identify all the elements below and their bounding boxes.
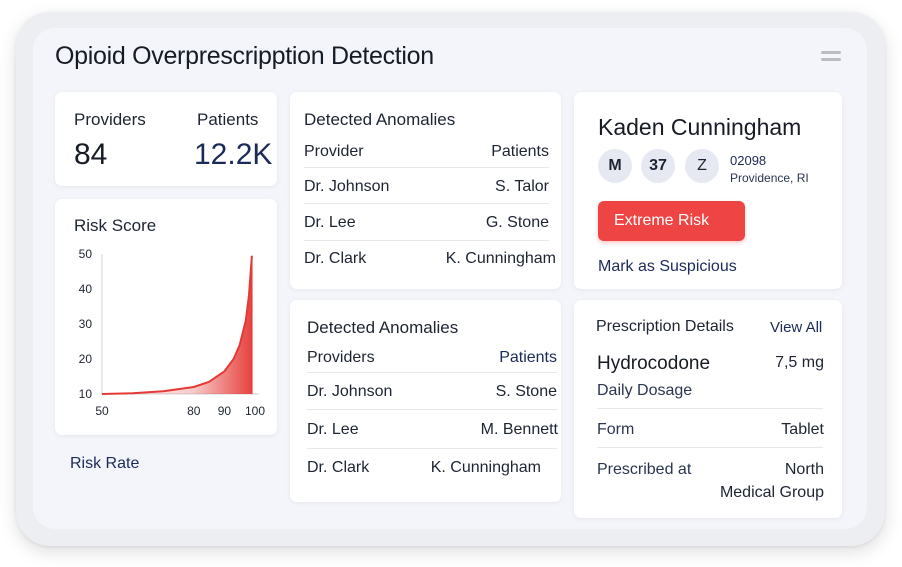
anomalies-top-card — [290, 92, 561, 289]
y-tick-label: 20 — [79, 352, 93, 366]
gender-chip: M — [598, 149, 632, 183]
page-title: Opioid Overprescripption Detection — [55, 42, 434, 70]
divider — [304, 203, 549, 204]
table-row-patient[interactable]: M. Bennett — [480, 421, 558, 438]
anomalies-bottom-col-provider: Providers — [307, 349, 375, 366]
x-tick-label: 50 — [95, 404, 109, 418]
prescription-card — [574, 300, 842, 518]
risk-rate-link[interactable]: Risk Rate — [70, 455, 140, 472]
providers-label: Providers — [74, 110, 146, 129]
mark-as-suspicious-link[interactable]: Mark as Suspicious — [598, 258, 737, 275]
anomalies-bottom-card — [290, 300, 561, 502]
divider — [307, 372, 557, 373]
table-row-provider[interactable]: Dr. Lee — [304, 214, 356, 231]
table-row-patient[interactable]: K. Cunningham — [430, 459, 541, 476]
divider — [304, 167, 549, 168]
y-tick-label: 50 — [79, 247, 93, 261]
prescribed-line1: North — [784, 461, 824, 478]
age-chip: 37 — [641, 149, 675, 183]
table-row-patient[interactable]: K. Cunningham — [445, 250, 556, 267]
table-row-provider[interactable]: Dr. Johnson — [307, 383, 393, 400]
anomalies-bottom-col-patients: Patients — [499, 349, 557, 366]
table-row-provider[interactable]: Dr. Clark — [304, 250, 367, 267]
table-row-patient[interactable]: S. Talor — [495, 178, 549, 195]
menu-icon[interactable] — [821, 51, 841, 63]
risk-chart-title: Risk Score — [74, 216, 157, 235]
divider — [307, 409, 557, 410]
patients-label: Patients — [197, 110, 259, 129]
risk-area — [102, 255, 252, 394]
anomalies-top-title: Detected Anomalies — [304, 110, 456, 129]
stats-card — [55, 92, 277, 186]
table-row-patient[interactable]: G. Stone — [485, 214, 549, 231]
risk-chart-card — [55, 199, 277, 435]
anomalies-bottom-title: Detected Anomalies — [307, 318, 459, 337]
risk-line — [101, 255, 253, 395]
patient-card — [574, 92, 842, 289]
anomalies-top-col-provider: Provider — [304, 143, 364, 160]
prescription-title: Prescription Details — [596, 318, 734, 335]
z-chip: Z — [685, 149, 719, 183]
patient-city: Providence, RI — [730, 171, 809, 185]
prescribed-line2: Medical Group — [719, 484, 824, 501]
y-tick-label: 30 — [79, 317, 93, 331]
providers-value: 84 — [74, 138, 108, 171]
y-tick-label: 40 — [79, 282, 93, 296]
view-all-link[interactable]: View All — [770, 319, 823, 336]
anomalies-top-col-patients: Patients — [491, 143, 549, 160]
divider — [597, 408, 823, 409]
table-row-patient[interactable]: S. Stone — [495, 383, 557, 400]
divider — [307, 448, 557, 449]
patient-zip: 02098 — [730, 153, 767, 168]
drug-name: Hydrocodone — [597, 353, 711, 374]
dosage-label: Daily Dosage — [597, 382, 693, 399]
divider — [304, 240, 549, 241]
patient-name: Kaden Cunningham — [598, 114, 802, 140]
y-tick-label: 10 — [79, 387, 93, 401]
table-row-provider[interactable]: Dr. Clark — [307, 459, 370, 476]
table-row-provider[interactable]: Dr. Johnson — [304, 178, 390, 195]
prescribed-label: Prescribed at — [597, 461, 692, 478]
divider — [597, 447, 823, 448]
form-label: Form — [597, 421, 635, 438]
x-tick-label: 100 — [245, 404, 265, 418]
drug-dose: 7,5 mg — [775, 354, 824, 371]
patients-value: 12.2K — [194, 138, 273, 171]
table-row-provider[interactable]: Dr. Lee — [307, 421, 359, 438]
extreme-risk-button[interactable]: Extreme Risk — [598, 201, 745, 241]
form-value: Tablet — [781, 421, 824, 438]
x-tick-label: 80 — [187, 404, 201, 418]
x-tick-label: 90 — [218, 404, 232, 418]
